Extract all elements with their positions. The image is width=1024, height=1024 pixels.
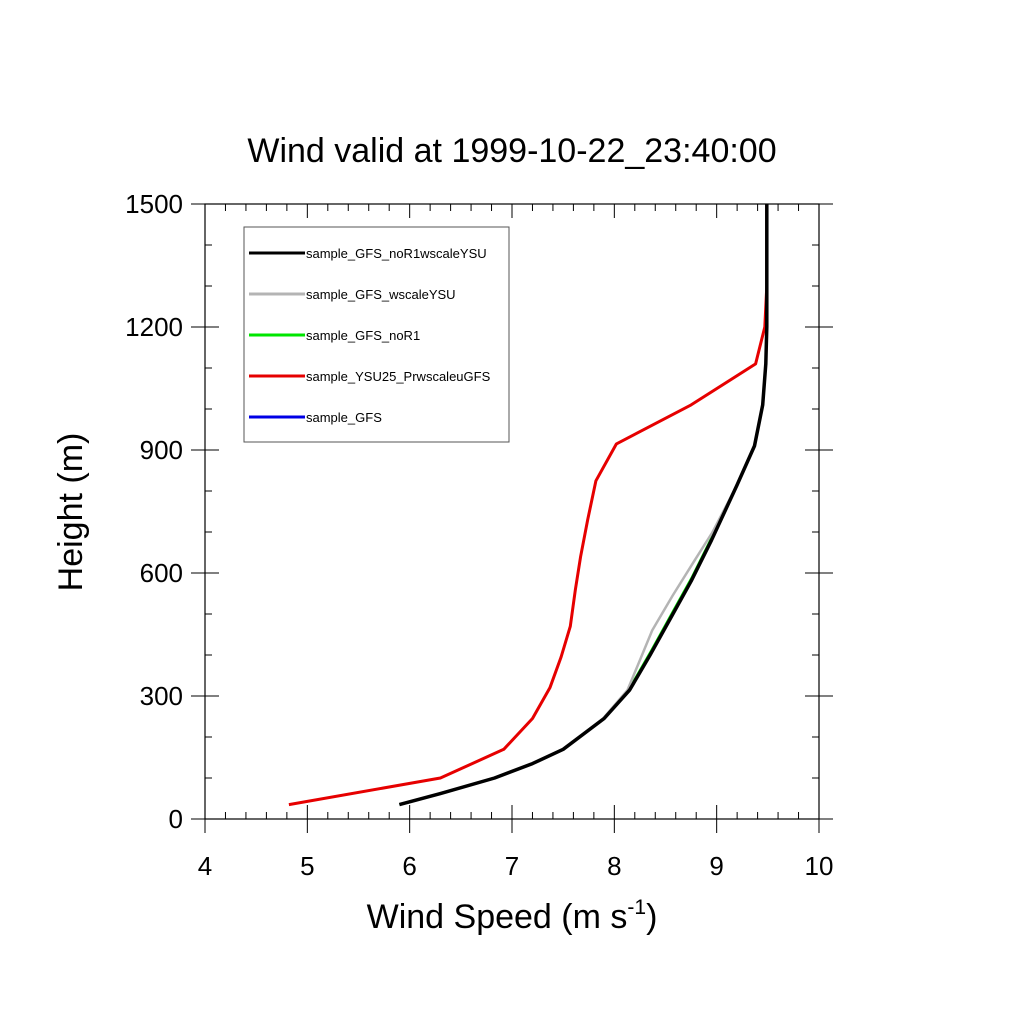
y-axis-label: Height (m)	[52, 433, 90, 592]
x-tick-label: 4	[198, 851, 212, 881]
series-layer	[288, 204, 769, 807]
legend-label: sample_YSU25_PrwscaleuGFS	[306, 369, 491, 384]
y-tick-label: 0	[169, 804, 183, 834]
legend-label: sample_GFS_noR1	[306, 328, 420, 343]
x-tick-label: 7	[505, 851, 519, 881]
legend-label: sample_GFS	[306, 410, 382, 425]
x-tick-label: 6	[402, 851, 416, 881]
y-tick-label: 300	[140, 681, 183, 711]
series-line	[398, 204, 769, 807]
x-tick-label: 5	[300, 851, 314, 881]
x-axis-label-superscript: -1	[627, 896, 646, 919]
x-tick-label: 9	[709, 851, 723, 881]
y-tick-label: 1200	[125, 312, 183, 342]
y-tick-label: 600	[140, 558, 183, 588]
legend-label: sample_GFS_noR1wscaleYSU	[306, 246, 487, 261]
y-tick-label: 900	[140, 435, 183, 465]
x-tick-label: 10	[805, 851, 834, 881]
x-axis-label-close: )	[646, 898, 657, 936]
legend-label: sample_GFS_wscaleYSU	[306, 287, 456, 302]
x-axis: 4 5 6 7 8 9 10	[198, 204, 834, 881]
y-axis: 0 300 600 900 1200 1500	[125, 189, 833, 834]
legend: sample_GFS_noR1wscaleYSU sample_GFS_wscal…	[243, 226, 510, 443]
y-tick-label: 1500	[125, 189, 183, 219]
x-axis-label-main: Wind Speed (m s	[367, 898, 628, 936]
chart-title: Wind valid at 1999-10-22_23:40:00	[247, 132, 776, 170]
x-tick-label: 8	[607, 851, 621, 881]
x-axis-label: Wind Speed (m s-1)	[367, 896, 658, 936]
